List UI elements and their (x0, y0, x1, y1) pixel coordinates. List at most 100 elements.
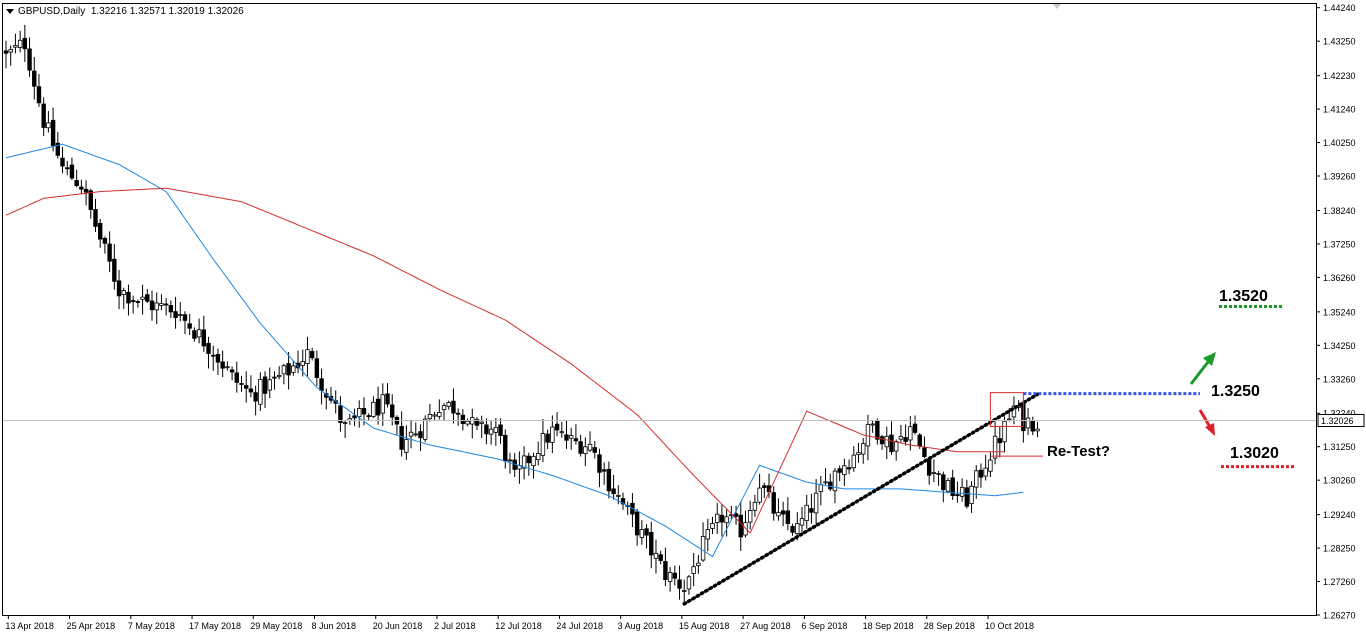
candle-bull (804, 504, 809, 521)
candle-bull (870, 423, 875, 426)
candle-bear (658, 554, 663, 561)
candle-bull (531, 455, 536, 467)
candle-bear (50, 119, 56, 146)
candle-bear (917, 434, 922, 447)
candle-bear (206, 342, 211, 354)
candle-bear (253, 392, 258, 402)
candle-bear (903, 437, 908, 442)
current-price-marker: 1.32026 (3, 413, 1365, 427)
candle-bear (36, 86, 42, 104)
candle-bear (168, 305, 174, 313)
candle-bear (1030, 420, 1035, 432)
candle-bull (936, 473, 941, 475)
candle-bull (653, 552, 659, 559)
candle-bear (220, 361, 225, 369)
candle-bull (795, 523, 800, 535)
candle-bear (163, 303, 169, 306)
candle-bull (583, 446, 588, 454)
candle-bull (1035, 428, 1040, 432)
chart-shift-marker[interactable] (1053, 4, 1061, 9)
candle-bull (823, 481, 828, 484)
candle-bull (616, 494, 621, 497)
candle-bear (79, 186, 84, 190)
candle-bull (682, 590, 687, 592)
candle-bear (545, 433, 550, 443)
retest-label: Re-Test? (1047, 443, 1111, 460)
candle-bull (342, 422, 348, 424)
candle-bull (413, 433, 418, 436)
x-tick-label: 24 Jul 2018 (556, 621, 603, 631)
candle-bull (569, 435, 574, 439)
candle-bull (898, 436, 904, 440)
candle-bull (696, 562, 701, 566)
chevron-down-icon[interactable] (6, 8, 14, 14)
candle-bear (828, 481, 833, 490)
candle-bear (503, 434, 508, 462)
candle-bull (521, 455, 527, 469)
candle-bull (710, 523, 715, 529)
candle-bear (338, 405, 343, 423)
y-tick-label: 1.38240 (1323, 206, 1356, 216)
candle-bear (955, 494, 960, 497)
candle-bear (785, 510, 791, 525)
candle-bear (564, 434, 569, 441)
candle-bull (408, 431, 414, 437)
candle-bull (842, 465, 847, 476)
down-arrow-icon (1198, 409, 1212, 428)
candle-bull (446, 402, 451, 407)
level-label-mid: 1.3250 (1211, 383, 1260, 400)
candle-bear (997, 438, 1003, 444)
candle-bear (83, 188, 89, 193)
candle-bear (366, 415, 371, 418)
y-tick-label: 1.40250 (1323, 138, 1356, 148)
y-tick-label: 1.41240 (1323, 105, 1356, 115)
y-tick-label: 1.28250 (1323, 544, 1356, 554)
candle-bear (93, 209, 98, 227)
candle-bear (771, 492, 776, 514)
candle-bull (988, 459, 993, 472)
candle-bull (974, 470, 979, 488)
moving-averages (5, 143, 1024, 558)
x-tick-label: 8 Jun 2018 (312, 621, 357, 631)
candle-bull (121, 290, 126, 295)
candle-bear (592, 447, 597, 453)
candle-bull (178, 314, 183, 316)
x-tick-label: 10 Oct 2018 (985, 621, 1034, 631)
candle-bear (875, 420, 880, 440)
candle-bull (305, 349, 310, 365)
candle-bear (498, 424, 503, 436)
candle-bull (743, 522, 748, 536)
candle-bear (130, 300, 136, 302)
candle-bear (201, 329, 207, 347)
candle-bear (328, 395, 334, 401)
down-arrow-head-icon (1205, 423, 1215, 436)
candle-bull (884, 435, 889, 448)
x-tick-label: 12 Jul 2018 (495, 621, 542, 631)
candle-bear (809, 508, 814, 513)
y-tick-label: 1.35240 (1323, 307, 1356, 317)
candle-bull (799, 518, 805, 526)
candle-bull (427, 414, 433, 420)
candle-bull (422, 418, 428, 440)
candle-bull (357, 408, 362, 418)
candle-bear (950, 477, 955, 496)
chart-header: GBPUSD,Daily 1.32216 1.32571 1.32019 1.3… (6, 6, 244, 17)
candle-bull (757, 487, 762, 503)
current-price-box (1317, 413, 1365, 427)
candle-bull (724, 516, 729, 524)
candle-bear (941, 474, 946, 491)
candle-bear (738, 514, 743, 538)
candle-bear (116, 280, 122, 297)
candle-bear (719, 514, 725, 523)
y-tick-label: 1.27260 (1323, 577, 1356, 587)
candle-bull (8, 48, 13, 53)
candle-bull (432, 414, 437, 417)
level-label-high: 1.3520 (1219, 288, 1268, 305)
candle-bull (818, 484, 824, 492)
candle-bull (488, 428, 494, 435)
candle-bear (361, 407, 367, 415)
candle-bear (677, 579, 682, 589)
candle-bear (620, 498, 626, 505)
y-tick-label: 1.43250 (1323, 37, 1356, 47)
